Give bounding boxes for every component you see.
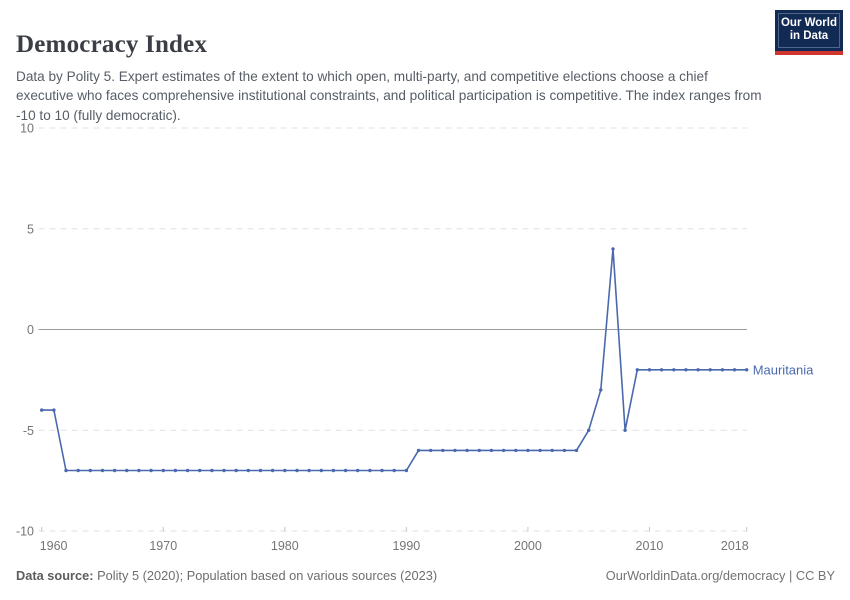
x-tick-label: 1980 [271, 539, 299, 553]
data-point[interactable] [368, 468, 372, 473]
data-point[interactable] [416, 448, 421, 453]
data-point[interactable] [112, 468, 117, 473]
data-point[interactable] [137, 468, 141, 473]
data-point[interactable] [283, 468, 287, 473]
data-point[interactable] [404, 468, 409, 473]
data-point[interactable] [52, 408, 56, 412]
data-point[interactable] [307, 468, 311, 473]
data-point[interactable] [635, 368, 639, 372]
data-point[interactable] [100, 468, 105, 473]
owid-logo[interactable]: Our World in Data [775, 10, 843, 55]
data-point[interactable] [356, 468, 360, 473]
data-point[interactable] [538, 448, 542, 453]
data-point[interactable] [489, 448, 494, 453]
data-source-label: Data source: [16, 568, 94, 583]
y-tick-label: 10 [20, 122, 34, 136]
data-point[interactable] [210, 468, 214, 473]
chart-subtitle: Data by Polity 5. Expert estimates of th… [16, 68, 762, 123]
data-point[interactable] [477, 448, 481, 453]
data-point[interactable] [331, 468, 336, 473]
data-point[interactable] [64, 468, 68, 473]
data-point[interactable] [185, 468, 190, 473]
data-point[interactable] [380, 468, 384, 473]
data-point[interactable] [574, 448, 579, 453]
data-point[interactable] [40, 408, 44, 412]
data-point[interactable] [599, 388, 603, 392]
y-tick-label: 0 [27, 323, 34, 337]
data-point[interactable] [246, 468, 250, 473]
data-point[interactable] [198, 468, 202, 473]
data-point[interactable] [745, 368, 749, 372]
data-source-note: Data source: Polity 5 (2020); Population… [16, 568, 437, 583]
data-point[interactable] [173, 468, 178, 473]
x-tick-label: 1990 [392, 539, 420, 553]
page-title: Democracy Index [16, 30, 208, 58]
x-tick-label: 2000 [514, 539, 542, 553]
data-point[interactable] [526, 448, 530, 453]
owid-logo-text: Our World in Data [778, 13, 840, 48]
data-point[interactable] [659, 368, 664, 372]
data-point[interactable] [270, 468, 275, 473]
data-source-text: Polity 5 (2020); Population based on var… [97, 568, 438, 583]
data-point[interactable] [623, 428, 627, 432]
data-point[interactable] [720, 368, 725, 372]
data-point[interactable] [295, 468, 299, 473]
data-point[interactable] [222, 468, 226, 473]
data-point[interactable] [392, 468, 396, 473]
data-point[interactable] [453, 448, 457, 453]
y-tick-label: -5 [23, 424, 34, 438]
x-tick-label: 2010 [636, 539, 664, 553]
data-point[interactable] [465, 448, 469, 453]
y-tick-label: 5 [27, 222, 34, 236]
x-tick-label: 1960 [40, 539, 68, 553]
data-point[interactable] [514, 448, 518, 453]
owid-logo-line1: Our World [780, 17, 837, 29]
data-point[interactable] [234, 468, 238, 473]
data-point[interactable] [684, 368, 688, 372]
data-point[interactable] [562, 448, 567, 453]
data-point[interactable] [319, 468, 323, 473]
data-point[interactable] [611, 247, 615, 251]
data-point[interactable] [708, 368, 712, 372]
data-point[interactable] [343, 468, 348, 473]
owid-logo-line2: in Data [789, 30, 829, 42]
data-point[interactable] [501, 448, 506, 453]
credit-link[interactable]: OurWorldinData.org/democracy | CC BY [605, 568, 835, 583]
entity-label[interactable]: Mauritania [753, 362, 814, 377]
data-point[interactable] [672, 368, 676, 372]
data-point[interactable] [76, 468, 80, 473]
data-point[interactable] [161, 468, 165, 473]
mauritania-line[interactable] [40, 248, 748, 472]
x-tick-label: 1970 [149, 539, 177, 553]
data-point[interactable] [696, 368, 700, 372]
data-point[interactable] [587, 428, 591, 432]
data-point[interactable] [550, 448, 554, 453]
data-point[interactable] [149, 468, 153, 473]
data-point[interactable] [429, 448, 433, 453]
y-tick-label: -10 [16, 525, 34, 539]
data-point[interactable] [258, 468, 263, 473]
data-point[interactable] [125, 468, 129, 473]
data-point[interactable] [647, 368, 652, 372]
data-point[interactable] [732, 368, 737, 372]
x-tick-label: 2018 [721, 539, 749, 553]
data-point[interactable] [441, 448, 445, 453]
data-point[interactable] [88, 468, 93, 473]
